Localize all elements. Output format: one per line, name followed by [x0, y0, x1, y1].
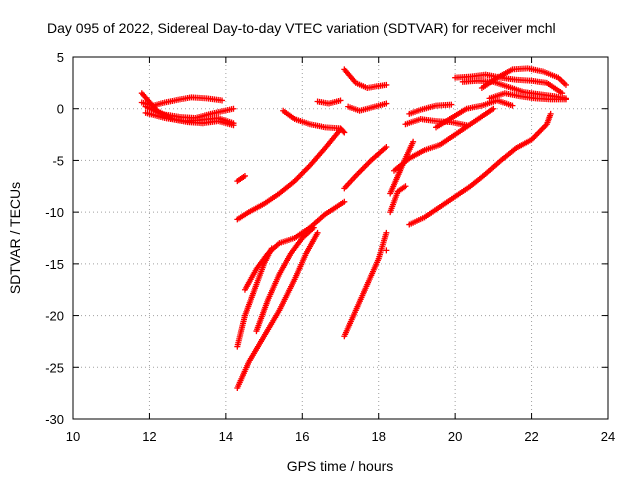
x-tick-label: 18	[371, 429, 385, 444]
data-points	[138, 65, 569, 391]
data-point	[304, 165, 311, 172]
series-arc-9	[241, 198, 348, 293]
series-arc-20	[391, 105, 497, 174]
series-arc-6	[234, 126, 344, 223]
series-arc-7	[280, 107, 348, 136]
series-arc-5	[234, 172, 248, 185]
data-point	[314, 229, 321, 236]
series-arc-10	[234, 245, 275, 350]
series-arc-16	[341, 229, 390, 340]
y-tick-label: -10	[45, 205, 64, 220]
data-point	[354, 171, 361, 178]
x-axis-label: GPS time / hours	[287, 458, 394, 474]
data-point	[310, 224, 317, 231]
x-tick-label: 12	[142, 429, 156, 444]
x-tick-label: 10	[66, 429, 80, 444]
series-arc-28	[433, 97, 516, 131]
data-point	[299, 169, 306, 176]
series-arc-19	[387, 183, 409, 216]
data-point	[383, 229, 390, 236]
series-arc-18	[387, 138, 417, 197]
data-point	[538, 126, 545, 133]
data-point	[535, 129, 542, 136]
series-arc-15	[341, 143, 390, 192]
series-arc-22	[406, 101, 455, 117]
plot-frame	[72, 56, 609, 420]
data-point	[355, 170, 362, 177]
data-point	[383, 81, 390, 88]
series-arc-27	[486, 90, 569, 103]
data-point	[541, 124, 548, 131]
y-tick-label: -15	[45, 257, 64, 272]
y-tick-label: -30	[45, 412, 64, 427]
y-tick-label: -25	[45, 360, 64, 375]
data-point	[539, 125, 546, 132]
data-point	[302, 166, 309, 173]
data-point	[230, 105, 237, 112]
data-point	[531, 133, 538, 140]
series-arc-2	[138, 94, 226, 109]
series-arc-14	[345, 100, 390, 114]
y-tick-label: 5	[57, 50, 64, 65]
data-point	[363, 161, 370, 168]
data-point	[230, 120, 237, 127]
data-point	[562, 81, 569, 88]
data-point	[410, 138, 417, 145]
data-point	[490, 105, 497, 112]
data-point	[534, 131, 541, 138]
data-point	[366, 158, 373, 165]
data-point	[356, 168, 363, 175]
data-point	[383, 247, 390, 254]
series-arc-17	[383, 247, 390, 254]
data-point	[402, 183, 409, 190]
y-tick-label: -5	[52, 153, 64, 168]
data-point	[294, 175, 301, 182]
data-point	[298, 171, 305, 178]
data-point	[241, 172, 248, 179]
data-point	[509, 102, 516, 109]
data-point	[365, 160, 372, 167]
data-point	[337, 97, 344, 104]
data-point	[340, 128, 347, 135]
data-point	[448, 101, 455, 108]
data-point	[361, 164, 368, 171]
series-arc-11	[234, 229, 321, 391]
data-point	[536, 128, 543, 135]
axis-ticks: 10 12 14 16 18 20 22 24 5 0 -5 -10 -15 -20 -25 -30	[45, 50, 615, 444]
x-tick-label: 24	[601, 429, 615, 444]
x-tick-label: 20	[448, 429, 462, 444]
y-tick-label: 0	[57, 102, 64, 117]
y-axis-label: SDTVAR / TECUs	[7, 182, 23, 294]
data-point	[268, 245, 275, 252]
data-point	[358, 167, 365, 174]
series-arc-23	[406, 110, 554, 228]
data-point	[532, 132, 539, 139]
data-point	[463, 122, 470, 129]
y-tick-label: -20	[45, 309, 64, 324]
series-arc-13	[341, 66, 390, 92]
series-arc-4	[142, 109, 237, 127]
data-point	[383, 100, 390, 107]
chart-title: Day 095 of 2022, Sidereal Day-to-day VTE…	[47, 20, 556, 36]
series-arc-26	[478, 65, 569, 92]
series-arc-8	[314, 97, 344, 107]
x-tick-label: 16	[295, 429, 309, 444]
data-point	[295, 173, 302, 180]
data-point	[341, 129, 348, 136]
data-point	[383, 143, 390, 150]
data-point	[359, 165, 366, 172]
data-point	[362, 163, 369, 170]
x-tick-label: 22	[524, 429, 538, 444]
data-point	[562, 96, 569, 103]
data-point	[341, 198, 348, 205]
data-point	[219, 97, 226, 104]
series-arc-12	[253, 224, 317, 335]
x-tick-label: 14	[219, 429, 233, 444]
series-arc-24	[452, 71, 566, 97]
data-point	[547, 110, 554, 117]
